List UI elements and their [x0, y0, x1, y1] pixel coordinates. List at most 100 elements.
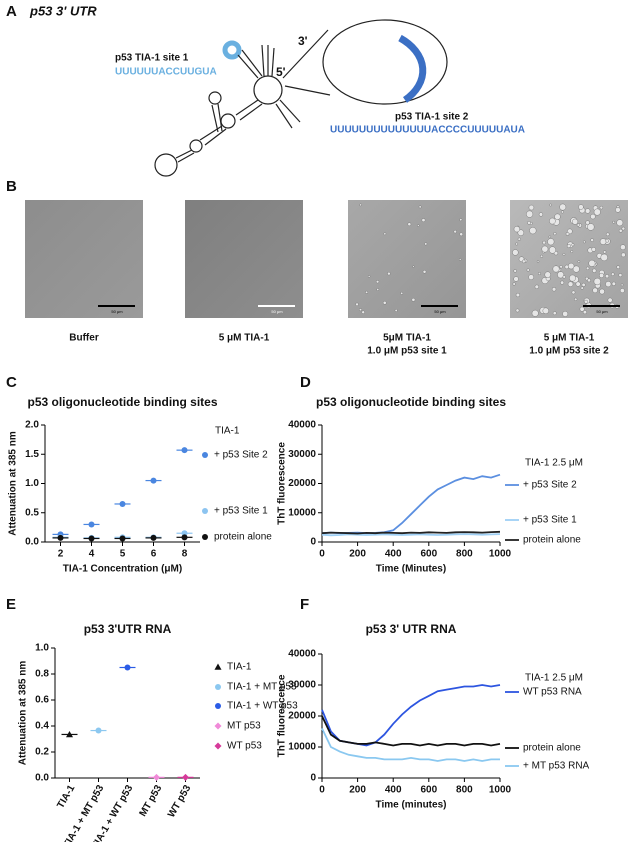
- droplet: [528, 274, 534, 280]
- droplet: [590, 213, 596, 220]
- line-series: [321, 473, 501, 535]
- droplet: [400, 291, 404, 295]
- droplet: [607, 297, 613, 303]
- marker: [181, 534, 188, 541]
- legend-label: TIA-1 + MT p53: [227, 682, 297, 693]
- droplet: [567, 281, 574, 287]
- y-tick-label: 0.8: [35, 669, 49, 680]
- legend-label: + p53 Site 2: [523, 480, 577, 491]
- x-tick-label: 4: [89, 549, 95, 560]
- droplet: [557, 271, 565, 279]
- image-caption: 5 μM TIA-1: [544, 333, 595, 344]
- y-tick-label: 0.0: [25, 537, 39, 548]
- legend-label: MT p53: [227, 721, 261, 732]
- droplet: [538, 272, 541, 275]
- micrograph: [185, 200, 303, 318]
- y-tick-label: 10000: [288, 507, 316, 518]
- droplet: [559, 203, 567, 211]
- panel-label: D: [300, 374, 311, 391]
- x-tick-label: 600: [420, 785, 437, 796]
- droplet: [588, 259, 596, 267]
- droplet: [515, 292, 520, 298]
- droplet: [581, 282, 586, 287]
- x-tick-label: 400: [385, 549, 402, 560]
- droplet: [565, 232, 570, 236]
- legend-label: protein alone: [523, 535, 581, 546]
- droplet: [513, 269, 517, 273]
- droplet: [526, 210, 534, 218]
- droplet: [560, 280, 565, 285]
- x-tick-label: 1000: [489, 549, 512, 560]
- droplet: [411, 297, 416, 302]
- droplet: [615, 207, 621, 213]
- y-tick-label: 10000: [288, 742, 316, 753]
- chart-title: p53 3'UTR RNA: [84, 622, 172, 636]
- droplet: [571, 243, 575, 247]
- droplet: [517, 229, 525, 236]
- droplet: [593, 277, 601, 286]
- droplet: [616, 205, 620, 209]
- droplet: [422, 270, 427, 274]
- droplet: [376, 288, 380, 291]
- droplet: [549, 203, 552, 207]
- droplet: [572, 265, 580, 273]
- line-series: [321, 530, 501, 535]
- y-tick-label: 0: [310, 537, 316, 548]
- droplet: [359, 203, 362, 207]
- image-caption: Buffer: [69, 333, 99, 344]
- droplet: [459, 218, 463, 222]
- y-tick-label: 1.0: [25, 478, 39, 489]
- legend-marker: [202, 534, 208, 540]
- droplet: [592, 287, 598, 294]
- x-axis-label: Time (minutes): [376, 800, 447, 811]
- droplet: [618, 228, 623, 233]
- marker: [181, 447, 188, 454]
- droplet: [620, 283, 624, 287]
- droplet: [424, 242, 428, 246]
- line-series: [321, 533, 501, 537]
- x-tick-label: 0: [319, 549, 325, 560]
- site-sequence: UUUUUUACCUUGUA: [115, 67, 217, 78]
- droplet: [571, 290, 576, 295]
- droplet: [612, 220, 615, 224]
- micrograph: [510, 200, 628, 318]
- droplet: [599, 238, 607, 245]
- droplet: [591, 247, 596, 252]
- x-axis-label: Time (Minutes): [376, 564, 446, 575]
- panel-label: B: [6, 178, 17, 195]
- droplet: [605, 232, 610, 237]
- legend-label: protein alone: [523, 743, 581, 754]
- droplet: [551, 287, 557, 292]
- legend-label: + p53 Site 1: [214, 506, 268, 517]
- droplet: [512, 282, 516, 286]
- droplet: [572, 218, 579, 225]
- end-label: 5': [276, 65, 286, 79]
- droplet: [529, 227, 537, 235]
- droplet: [560, 210, 564, 214]
- droplet: [574, 297, 578, 301]
- droplet: [554, 213, 561, 220]
- y-tick-label: 0.4: [35, 721, 49, 732]
- droplet: [619, 288, 625, 293]
- droplet: [566, 243, 571, 248]
- droplet: [534, 284, 539, 289]
- micrograph: [348, 200, 466, 318]
- chart-title: p53 3' UTR RNA: [366, 622, 457, 636]
- x-tick-label: 1000: [489, 785, 512, 796]
- droplet: [531, 309, 539, 317]
- droplet: [522, 259, 526, 264]
- y-tick-label: 30000: [288, 449, 316, 460]
- image-caption: 1.0 μM p53 site 2: [529, 346, 609, 357]
- droplet: [569, 274, 576, 282]
- panel-label: A: [6, 3, 17, 20]
- marker: [124, 664, 131, 671]
- legend-label: + MT p53 RNA: [523, 761, 590, 772]
- legend-label: TIA-1: [227, 662, 252, 673]
- y-tick-label: 20000: [288, 711, 316, 722]
- droplet: [553, 232, 557, 236]
- droplet: [453, 230, 457, 234]
- droplet: [407, 222, 412, 227]
- droplet: [526, 268, 530, 272]
